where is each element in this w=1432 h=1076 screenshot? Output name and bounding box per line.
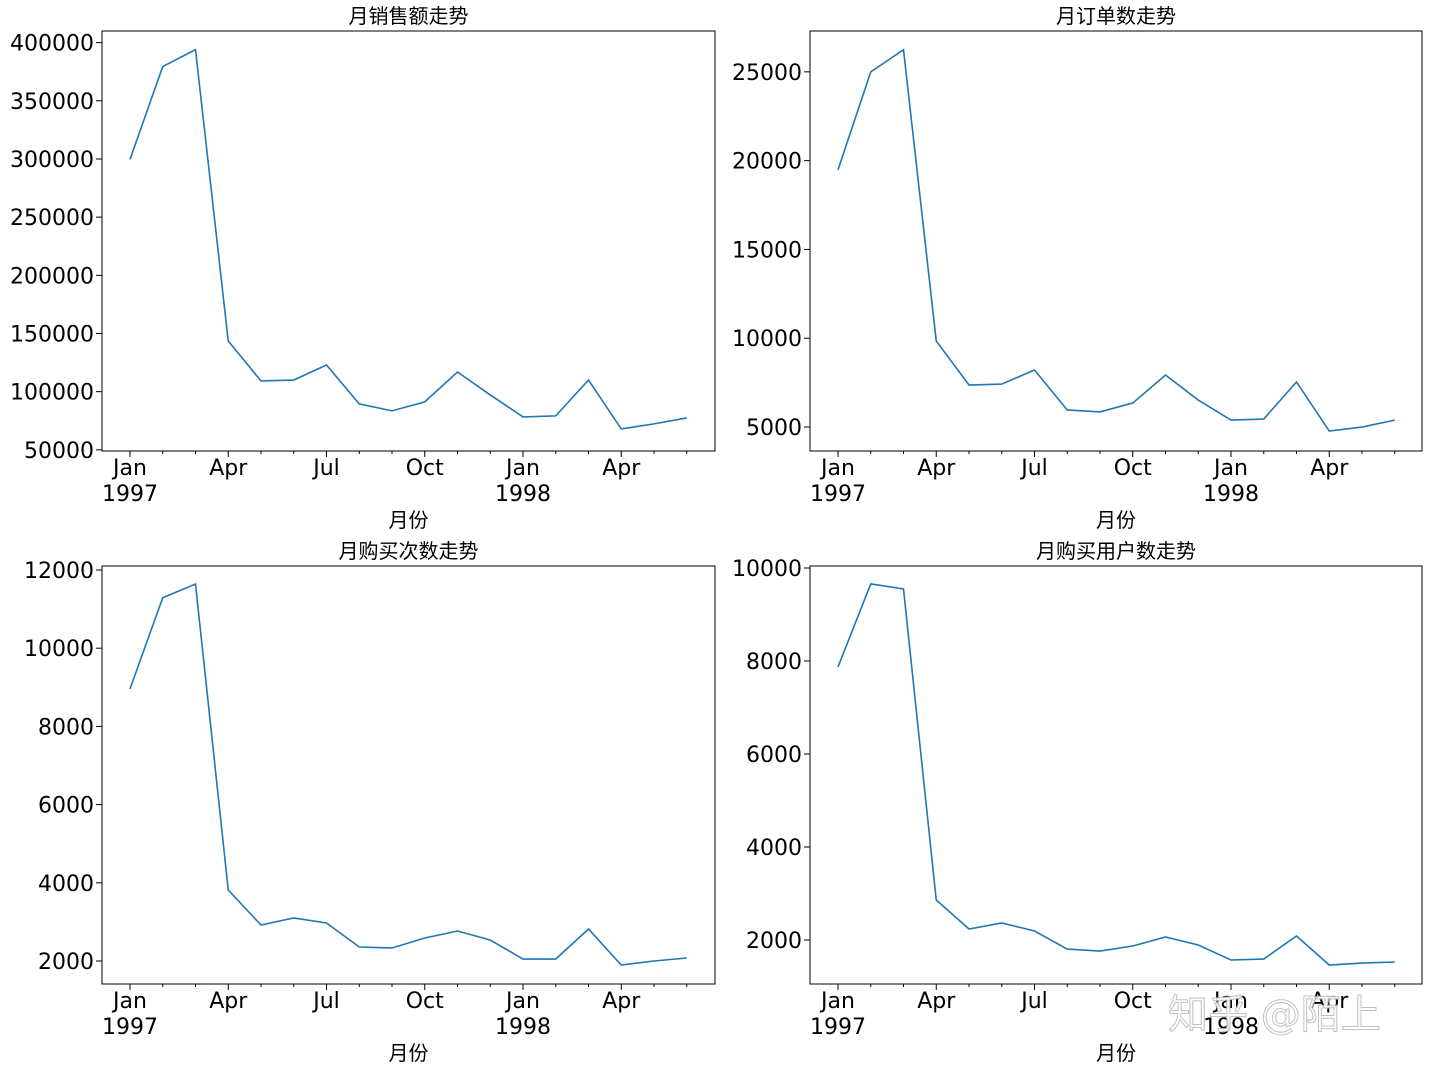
x-tick-year: 1997 [102,482,158,507]
y-tick-label: 10000 [24,637,94,662]
y-tick-label: 10000 [732,327,802,352]
y-tick-label: 400000 [10,32,94,57]
x-tick-year: 1998 [1203,1015,1259,1040]
y-tick-label: 300000 [10,148,94,173]
y-tick-label: 200000 [10,264,94,289]
y-tick-label: 100000 [10,381,94,406]
x-tick-label: Jul [1019,456,1048,481]
subplot-title: 月销售额走势 [349,4,469,28]
x-tick-label: Apr [209,456,248,481]
x-tick-year: 1997 [810,1015,866,1040]
y-tick-label: 8000 [746,650,802,675]
series-line [129,582,687,966]
y-tick-label: 8000 [38,715,94,740]
watermark: 知乎 @陌上 [1168,992,1381,1038]
subplot: 月购买次数走势月份20004000600080001000012000Jan19… [24,539,716,1065]
x-tick-label: Jan [111,989,147,1014]
series-line [837,583,1395,966]
y-tick-label: 10000 [732,557,802,582]
x-tick-label: Apr [602,456,641,481]
y-tick-label: 2000 [38,950,94,975]
x-axis-label: 月份 [389,508,429,532]
x-tick-label: Jan [111,456,147,481]
x-tick-label: Jul [311,456,340,481]
x-tick-year: 1997 [810,482,866,507]
y-tick-label: 150000 [10,322,94,347]
axes-frame [809,565,1423,985]
x-tick-label: Jan [819,456,855,481]
y-tick-label: 6000 [746,743,802,768]
y-tick-label: 5000 [746,416,802,441]
subplot-title: 月购买次数走势 [339,539,479,563]
x-tick-label: Apr [1310,456,1349,481]
x-tick-label: Jan [1212,456,1248,481]
x-tick-label: Oct [1114,989,1152,1014]
x-tick-year: 1998 [495,1015,551,1040]
x-tick-year: 1997 [102,1015,158,1040]
x-tick-label: Apr [1310,989,1349,1014]
x-tick-label: Jul [1019,989,1048,1014]
subplot-title: 月购买用户数走势 [1036,539,1196,563]
x-tick-label: Apr [602,989,641,1014]
y-tick-label: 15000 [732,238,802,263]
subplot-title: 月订单数走势 [1056,4,1176,28]
x-tick-label: Jul [311,989,340,1014]
y-tick-label: 6000 [38,794,94,819]
y-tick-label: 2000 [746,929,802,954]
subplot: 月购买用户数走势月份200040006000800010000Jan1997Ap… [732,539,1423,1065]
x-tick-year: 1998 [495,482,551,507]
y-tick-label: 350000 [10,90,94,115]
x-axis-label: 月份 [1096,508,1136,532]
series-line [129,48,687,430]
series-line [837,48,1395,432]
x-tick-label: Jan [504,456,540,481]
axes-frame [101,30,716,452]
y-tick-label: 50000 [24,439,94,464]
axes-frame [101,565,716,985]
subplot: 月订单数走势月份500010000150002000025000Jan1997A… [732,4,1423,532]
axes-frame [809,30,1423,452]
x-tick-label: Oct [406,456,444,481]
y-tick-label: 4000 [38,872,94,897]
y-tick-label: 4000 [746,836,802,861]
x-tick-label: Apr [917,456,956,481]
y-tick-label: 20000 [732,150,802,175]
x-tick-label: Oct [406,989,444,1014]
y-tick-label: 12000 [24,559,94,584]
x-tick-label: Oct [1114,456,1152,481]
y-tick-label: 25000 [732,61,802,86]
x-tick-label: Jan [504,989,540,1014]
y-tick-label: 250000 [10,206,94,231]
x-tick-label: Apr [917,989,956,1014]
x-axis-label: 月份 [1096,1041,1136,1065]
x-tick-label: Jan [819,989,855,1014]
x-tick-label: Jan [1212,989,1248,1014]
x-axis-label: 月份 [389,1041,429,1065]
x-tick-label: Apr [209,989,248,1014]
x-tick-year: 1998 [1203,482,1259,507]
